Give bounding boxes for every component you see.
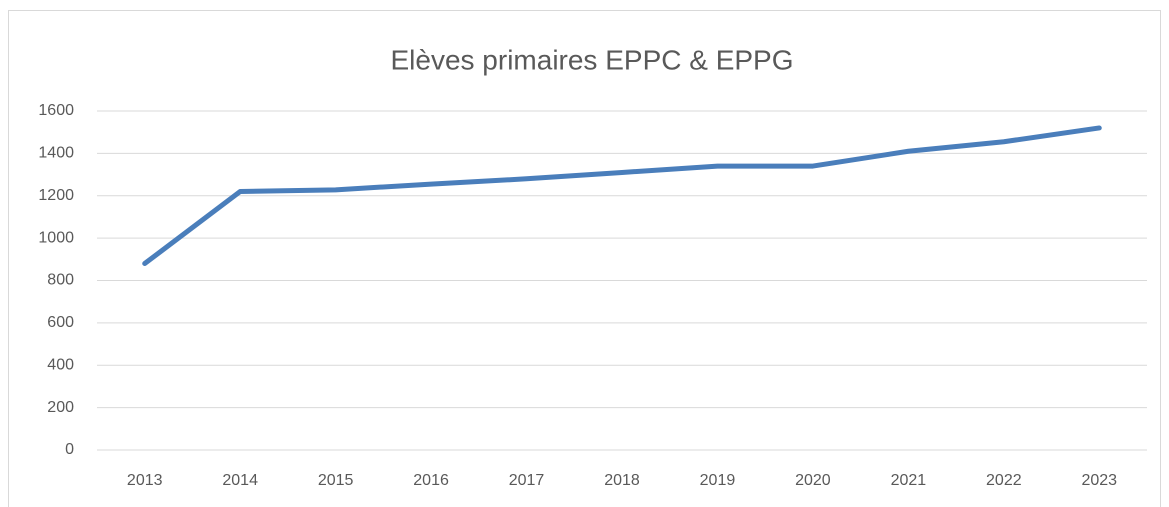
x-tick-label: 2014 [222,472,258,489]
y-tick-label: 0 [65,441,74,458]
y-tick-label: 1400 [38,145,74,162]
y-tick-label: 600 [47,314,74,331]
y-tick-label: 400 [47,356,74,373]
x-tick-label: 2019 [700,472,736,489]
x-tick-label: 2018 [604,472,640,489]
chart-title: Elèves primaires EPPC & EPPG [390,44,793,75]
x-tick-label: 2013 [127,472,163,489]
x-tick-label: 2021 [891,472,927,489]
x-tick-label: 2020 [795,472,831,489]
y-tick-label: 1600 [38,102,74,119]
x-tick-label: 2015 [318,472,354,489]
y-tick-label: 1000 [38,229,74,246]
x-tick-label: 2022 [986,472,1022,489]
y-tick-label: 200 [47,399,74,416]
y-tick-label: 800 [47,272,74,289]
x-tick-label: 2023 [1081,472,1117,489]
x-tick-label: 2017 [509,472,545,489]
x-tick-label: 2016 [413,472,449,489]
chart-frame [8,10,1161,507]
y-tick-label: 1200 [38,187,74,204]
data-line [142,125,1102,267]
